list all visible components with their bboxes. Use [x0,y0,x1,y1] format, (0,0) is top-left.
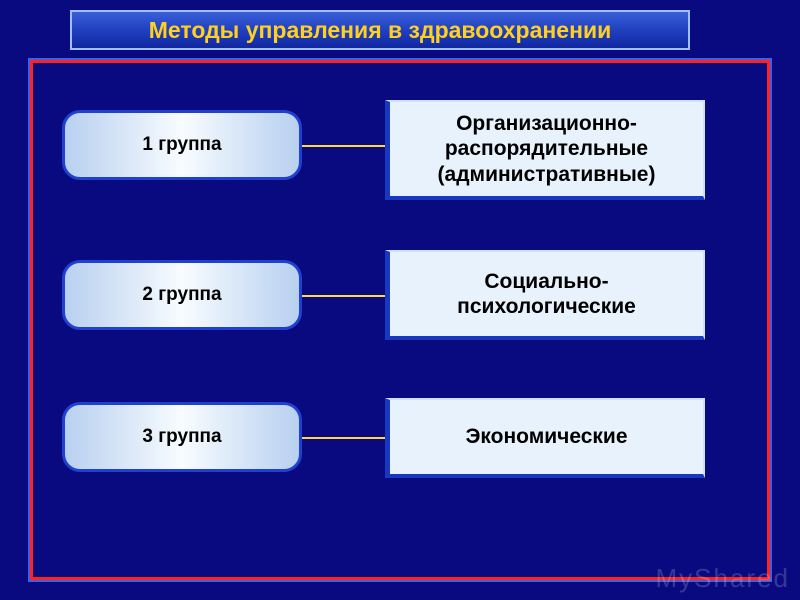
desc-box-2: Социально- психологические [385,250,705,340]
group-box-2: 2 группа [62,260,302,330]
page-title: Методы управления в здравоохранении [149,17,612,44]
desc-box-3: Экономические [385,398,705,478]
watermark: MyShared [656,563,791,594]
title-bar: Методы управления в здравоохранении [70,10,690,50]
connector-3 [302,437,385,439]
group-box-1: 1 группа [62,110,302,180]
connector-2 [302,295,385,297]
group-box-3: 3 группа [62,402,302,472]
desc-box-1: Организационно- распорядительные (админи… [385,100,705,200]
connector-1 [302,145,385,147]
